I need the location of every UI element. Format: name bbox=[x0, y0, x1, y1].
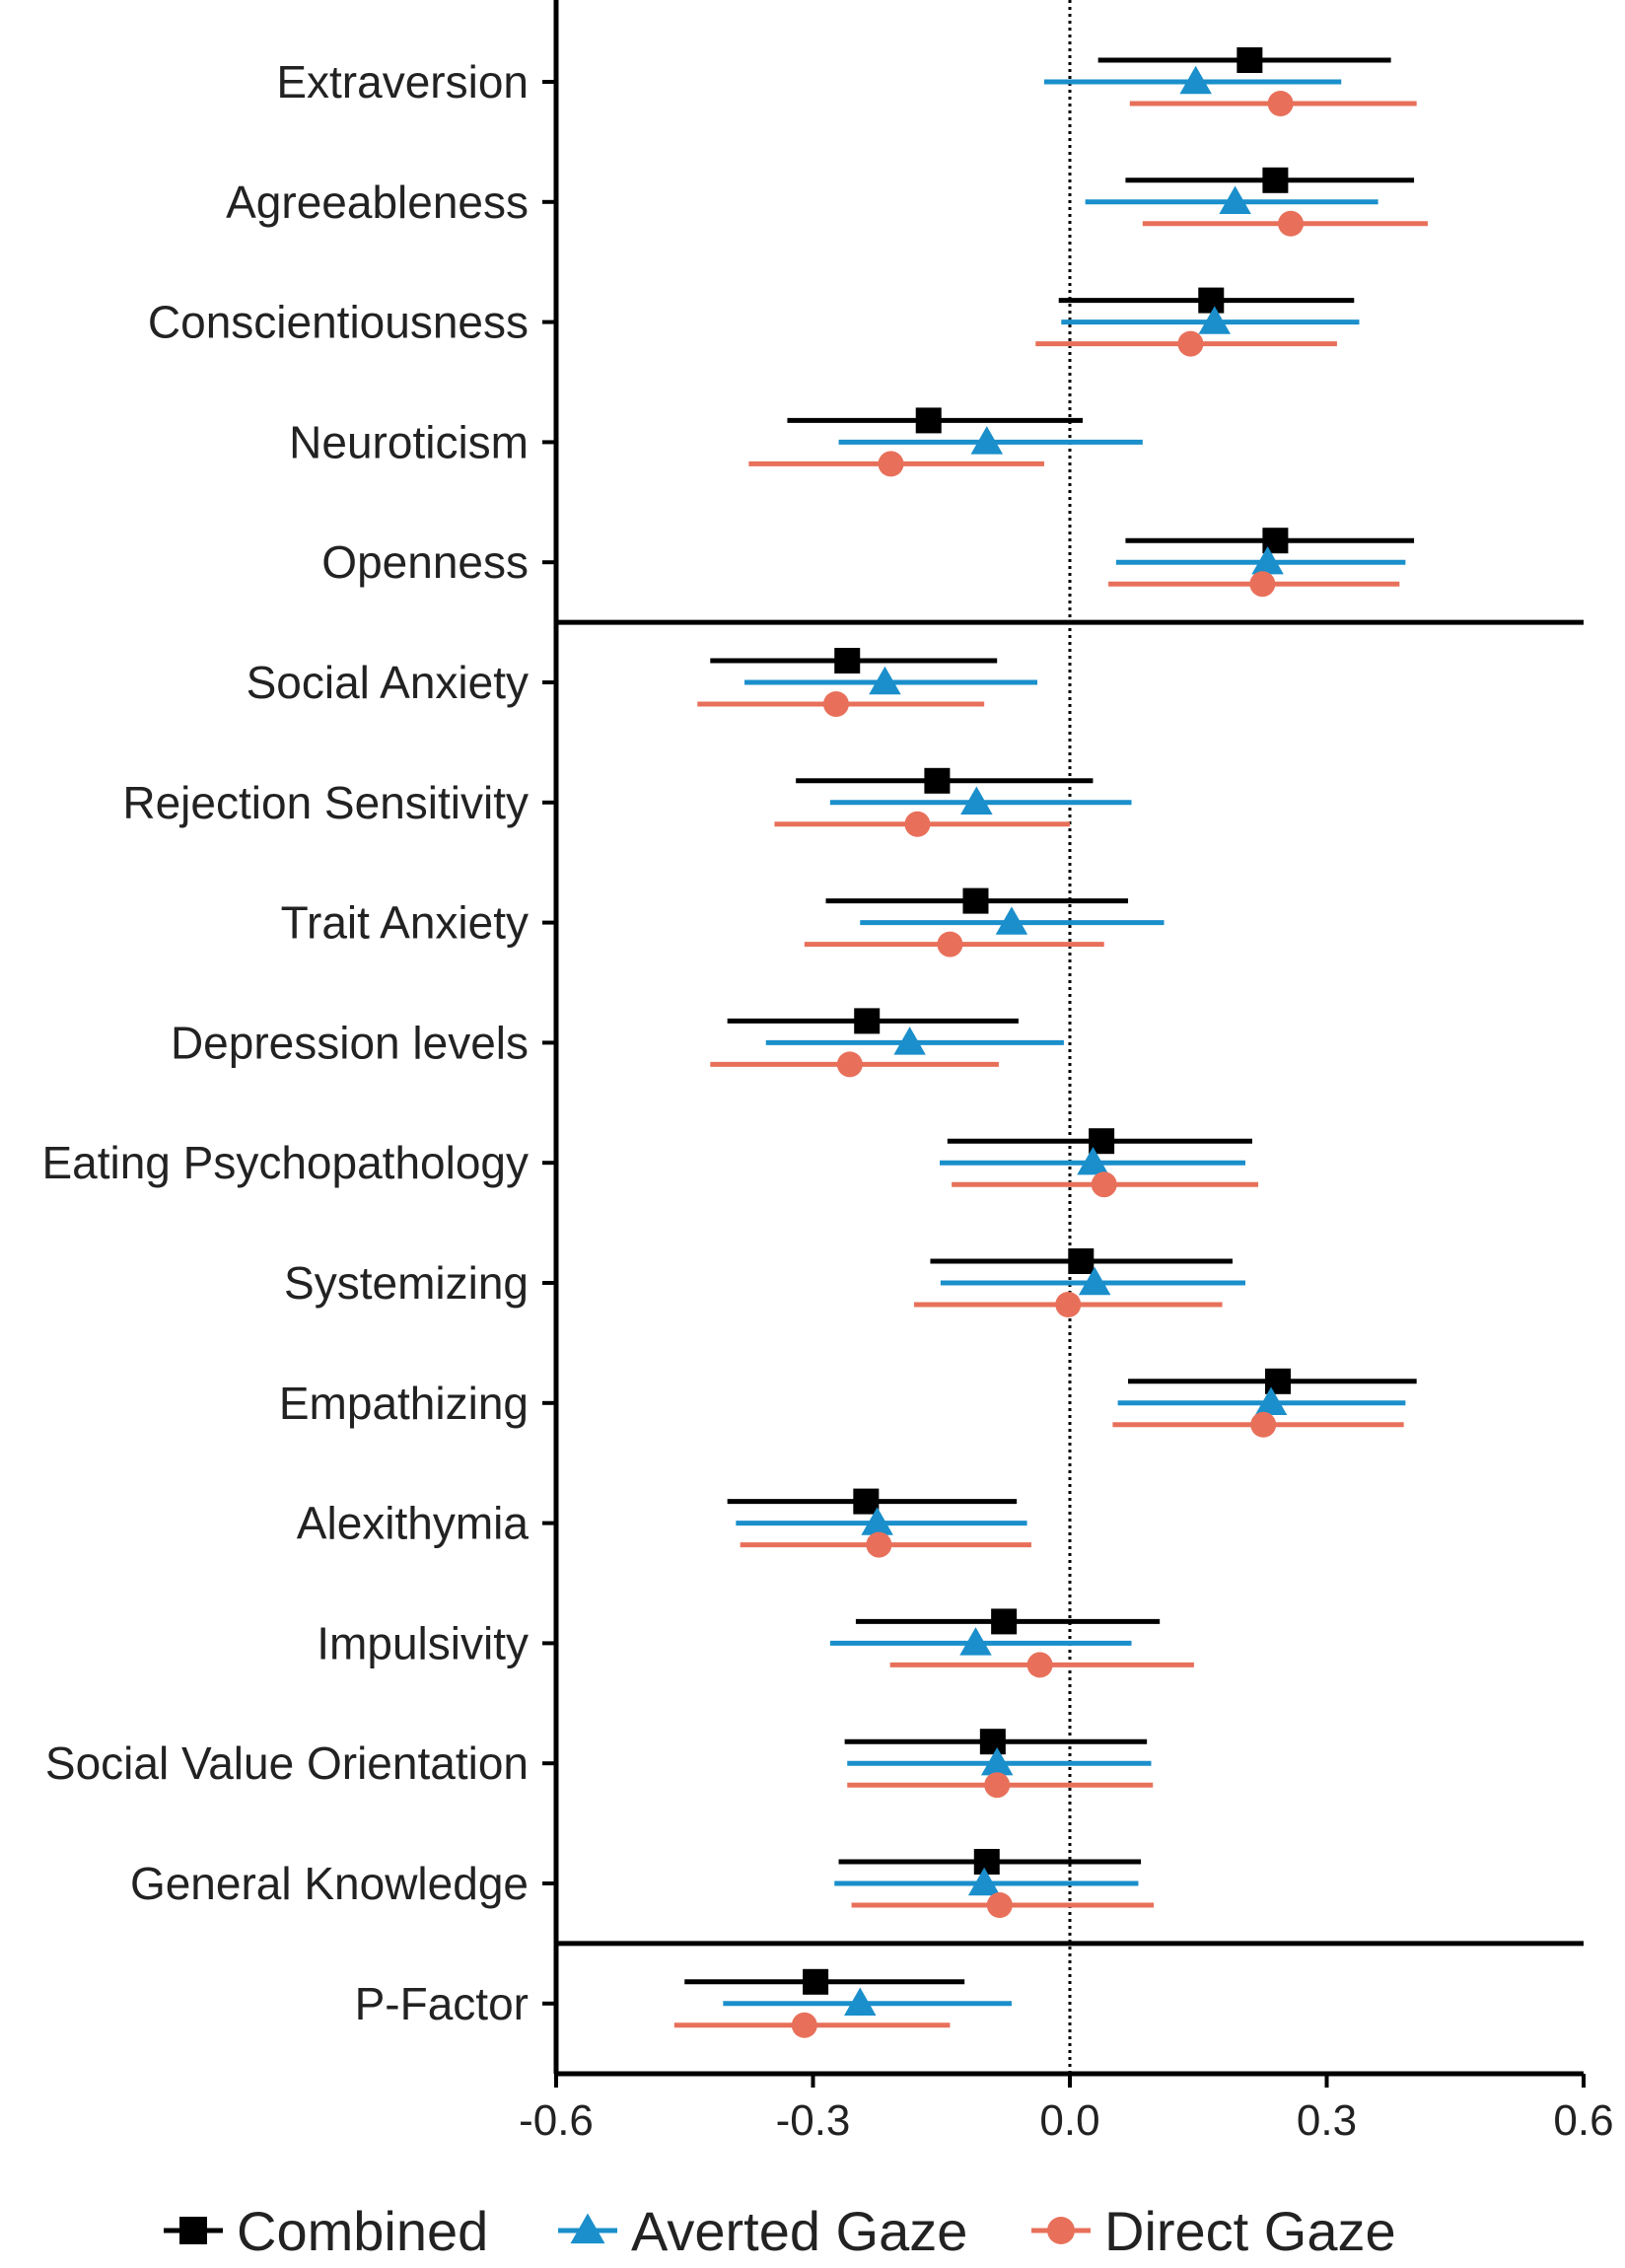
point-averted-gaze-neuroticism bbox=[970, 426, 1004, 455]
category-label-social-value-orientation: Social Value Orientation bbox=[45, 1737, 529, 1789]
category-label-empathizing: Empathizing bbox=[279, 1378, 529, 1429]
legend-item-direct-gaze: Direct Gaze bbox=[1031, 2200, 1396, 2262]
point-combined-conscientiousness bbox=[1198, 287, 1225, 314]
point-combined-agreeableness bbox=[1262, 167, 1289, 193]
x-tick-label: 0.6 bbox=[1553, 2096, 1613, 2145]
point-combined-extraversion bbox=[1236, 47, 1263, 73]
x-tick-label: 0.0 bbox=[1039, 2096, 1099, 2145]
point-direct-gaze-social-anxiety bbox=[822, 691, 849, 717]
x-tick-label: -0.6 bbox=[519, 2096, 594, 2145]
point-direct-gaze-conscientiousness bbox=[1177, 330, 1204, 357]
point-direct-gaze-alexithymia bbox=[866, 1531, 892, 1558]
point-direct-gaze-extraversion bbox=[1267, 91, 1294, 116]
point-combined-trait-anxiety bbox=[962, 887, 989, 914]
category-labels: Extraversion Agreeableness Conscientiousne… bbox=[41, 56, 529, 2029]
legend-label: Averted Gaze bbox=[631, 2200, 967, 2262]
category-label-impulsivity: Impulsivity bbox=[317, 1617, 529, 1668]
category-label-social-anxiety: Social Anxiety bbox=[247, 657, 529, 708]
series-averted-gaze bbox=[723, 65, 1406, 2016]
category-label-extraversion: Extraversion bbox=[276, 56, 529, 107]
legend-item-combined: Combined bbox=[164, 2200, 488, 2262]
point-direct-gaze-empathizing bbox=[1250, 1411, 1277, 1438]
point-combined-systemizing bbox=[1068, 1248, 1095, 1274]
point-averted-gaze-rejection-sensitivity bbox=[960, 786, 993, 815]
point-averted-gaze-openness bbox=[1251, 545, 1284, 575]
x-axis-ticks: -0.6 -0.3 0.0 0.3 0.6 bbox=[519, 2074, 1614, 2145]
point-direct-gaze-systemizing bbox=[1055, 1292, 1082, 1317]
point-combined-general-knowledge bbox=[973, 1849, 1000, 1875]
legend-marker bbox=[1047, 2217, 1075, 2244]
category-label-trait-anxiety: Trait Anxiety bbox=[281, 897, 529, 949]
point-combined-impulsivity bbox=[991, 1608, 1018, 1635]
legend-item-averted-gaze: Averted Gaze bbox=[558, 2200, 967, 2262]
point-averted-gaze-general-knowledge bbox=[967, 1867, 1001, 1896]
point-direct-gaze-openness bbox=[1249, 571, 1276, 598]
category-label-neuroticism: Neuroticism bbox=[289, 416, 529, 467]
category-label-openness: Openness bbox=[321, 536, 529, 588]
point-direct-gaze-eating-psychopathology bbox=[1091, 1171, 1117, 1198]
point-combined-social-anxiety bbox=[834, 648, 861, 673]
category-label-conscientiousness: Conscientiousness bbox=[148, 297, 529, 348]
point-averted-gaze-extraversion bbox=[1179, 65, 1212, 95]
point-averted-gaze-social-value-orientation bbox=[980, 1746, 1014, 1776]
legend-marker bbox=[179, 2217, 207, 2244]
legend-marker bbox=[570, 2213, 605, 2244]
x-tick-label: -0.3 bbox=[776, 2096, 851, 2145]
category-label-rejection-sensitivity: Rejection Sensitivity bbox=[122, 777, 529, 828]
point-direct-gaze-agreeableness bbox=[1278, 210, 1305, 237]
series-direct-gaze bbox=[673, 91, 1428, 2038]
x-tick-label: 0.3 bbox=[1297, 2096, 1357, 2145]
point-averted-gaze-impulsivity bbox=[959, 1627, 992, 1656]
point-averted-gaze-social-anxiety bbox=[869, 666, 901, 695]
point-direct-gaze-p-factor bbox=[791, 2012, 817, 2038]
point-combined-depression-levels bbox=[854, 1008, 881, 1034]
category-label-systemizing: Systemizing bbox=[284, 1257, 529, 1309]
category-label-eating-psychopathology: Eating Psychopathology bbox=[41, 1137, 529, 1188]
point-direct-gaze-social-value-orientation bbox=[984, 1772, 1011, 1799]
point-direct-gaze-rejection-sensitivity bbox=[904, 811, 931, 837]
point-combined-alexithymia bbox=[853, 1488, 880, 1515]
point-direct-gaze-trait-anxiety bbox=[937, 931, 963, 957]
plot-marks bbox=[673, 47, 1428, 2038]
point-combined-empathizing bbox=[1265, 1368, 1292, 1394]
point-averted-gaze-alexithymia bbox=[861, 1507, 893, 1535]
category-label-agreeableness: Agreeableness bbox=[226, 177, 529, 228]
legend-label: Combined bbox=[237, 2200, 488, 2262]
point-averted-gaze-trait-anxiety bbox=[995, 906, 1028, 935]
point-direct-gaze-general-knowledge bbox=[986, 1892, 1013, 1918]
point-direct-gaze-impulsivity bbox=[1026, 1652, 1053, 1678]
legend: Combined Averted Gaze Direct Gaze bbox=[164, 2200, 1396, 2262]
category-label-depression-levels: Depression levels bbox=[171, 1017, 529, 1068]
series-combined bbox=[684, 47, 1417, 1995]
point-averted-gaze-systemizing bbox=[1078, 1266, 1111, 1296]
point-direct-gaze-depression-levels bbox=[836, 1051, 863, 1078]
legend-label: Direct Gaze bbox=[1104, 2200, 1396, 2262]
point-combined-rejection-sensitivity bbox=[924, 767, 951, 794]
category-label-p-factor: P-Factor bbox=[355, 1978, 529, 2029]
point-combined-social-value-orientation bbox=[979, 1729, 1006, 1755]
point-averted-gaze-agreeableness bbox=[1219, 185, 1251, 214]
category-label-general-knowledge: General Knowledge bbox=[130, 1858, 529, 1909]
point-combined-neuroticism bbox=[915, 407, 942, 434]
point-averted-gaze-conscientiousness bbox=[1198, 306, 1231, 334]
point-direct-gaze-neuroticism bbox=[878, 451, 904, 477]
point-averted-gaze-eating-psychopathology bbox=[1077, 1146, 1109, 1175]
point-averted-gaze-p-factor bbox=[844, 1987, 877, 2016]
point-averted-gaze-depression-levels bbox=[893, 1027, 926, 1055]
category-label-alexithymia: Alexithymia bbox=[297, 1498, 530, 1549]
point-averted-gaze-empathizing bbox=[1254, 1386, 1288, 1415]
point-combined-p-factor bbox=[803, 1968, 829, 1995]
